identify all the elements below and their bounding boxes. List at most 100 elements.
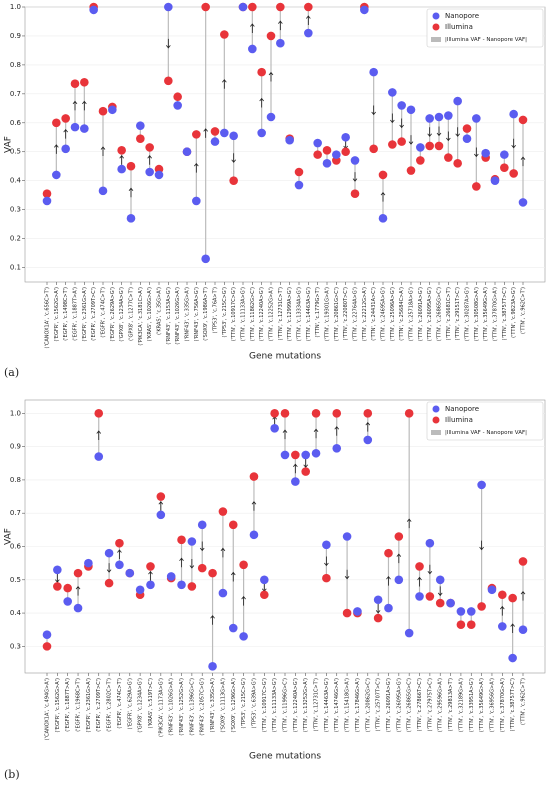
legend-marker xyxy=(432,12,440,20)
x-axis-label: Gene mutations xyxy=(249,352,321,362)
nanopore-point xyxy=(117,164,126,174)
nanopore-point xyxy=(444,111,453,120)
nanopore-point xyxy=(187,537,197,546)
nanopore-point xyxy=(249,530,259,540)
illumina-point xyxy=(53,582,62,591)
x-tick-label: ('EGFR', 'c.629A>G') xyxy=(127,678,133,729)
x-tick-label: ('TTN', 'c.26091A>G') xyxy=(418,287,424,341)
nanopore-point xyxy=(80,124,89,133)
panel-label: (a) xyxy=(4,366,19,379)
nanopore-point xyxy=(145,167,154,177)
arrow xyxy=(63,129,68,139)
nanopore-point xyxy=(369,67,378,77)
x-tick-label: ('TTN', 'c.1779G>T') xyxy=(315,287,321,338)
illumina-point xyxy=(416,156,425,165)
illumina-point xyxy=(342,608,352,618)
arrow xyxy=(203,128,208,138)
x-tick-label: ('TTN', 'c.24695A>G') xyxy=(381,287,387,341)
illumina-point xyxy=(500,163,509,172)
arrow xyxy=(55,573,60,583)
x-tick-label: ('TTN', 'c.20861G>C') xyxy=(334,287,340,341)
nanopore-point xyxy=(238,2,248,12)
x-tick-label: ('EGFR', 'c.1887T>A') xyxy=(73,287,79,341)
x-tick-label: ('TTN', 'c.25718A>G') xyxy=(409,287,415,341)
arrow xyxy=(499,605,505,616)
illumina-point xyxy=(192,130,201,139)
x-tick-label: ('TTN', 'c.32189G>A') xyxy=(458,678,464,732)
nanopore-point xyxy=(239,632,248,641)
illumina-point xyxy=(384,548,393,558)
nanopore-point xyxy=(416,143,425,152)
arrow xyxy=(344,569,350,580)
nanopore-point xyxy=(156,510,166,520)
illumina-point xyxy=(434,141,444,151)
x-tick-label: ('TTN', 'c.25707T>C') xyxy=(376,678,382,731)
illumina-point xyxy=(266,31,276,41)
x-tick-label: ('RNF43', 'c.335G>A') xyxy=(210,678,216,732)
x-tick-label: ('TP53', 'c.639A>G') xyxy=(251,678,257,728)
illumina-point xyxy=(444,153,453,162)
arrow xyxy=(390,113,395,124)
illumina-point xyxy=(228,520,238,530)
nanopore-point xyxy=(115,560,124,570)
x-tick-label: ('SOX9', 'c.1113G>A') xyxy=(220,678,226,733)
illumina-point xyxy=(201,2,210,12)
nanopore-point xyxy=(415,592,424,601)
nanopore-point xyxy=(228,623,238,633)
arrow xyxy=(520,590,526,601)
y-tick-label: 0.7 xyxy=(10,509,21,517)
x-tick-label: ('TTN', 'c.13252G>A') xyxy=(303,678,309,732)
nanopore-point xyxy=(360,5,369,15)
illumina-point xyxy=(415,562,424,571)
nanopore-point xyxy=(500,150,509,159)
arrow xyxy=(75,585,81,596)
x-tick-label: ('EGFR', 'c.1498C>T') xyxy=(63,287,69,341)
illumina-point xyxy=(145,143,154,152)
nanopore-point xyxy=(125,568,135,578)
illumina-point xyxy=(73,568,83,578)
x-axis-label: Gene mutations xyxy=(249,752,321,762)
nanopore-point xyxy=(229,131,238,141)
y-tick-label: 0.8 xyxy=(10,61,21,69)
nanopore-point xyxy=(378,214,388,223)
x-tick-label: ('EGFR', 'c.474C>T') xyxy=(101,287,107,338)
arrow xyxy=(479,540,484,551)
nanopore-point xyxy=(462,134,472,144)
arrow xyxy=(380,191,386,202)
illumina-point xyxy=(388,140,397,149)
x-tick-label: ('TTN', 'c.12731C>T') xyxy=(278,287,284,340)
x-tick-label: ('TTN', 'c.26091A>G') xyxy=(386,678,392,732)
x-tick-label: ('TTN', 'c.37870G>A') xyxy=(493,287,499,341)
y-tick-label: 1.0 xyxy=(10,3,21,11)
arrow xyxy=(220,547,226,558)
arrow xyxy=(455,127,460,137)
x-tick-label: ('TTN', 'c.962C>T') xyxy=(521,287,527,334)
nanopore-point xyxy=(322,540,331,550)
x-tick-label: ('RNF43', 'c.1153A>G') xyxy=(166,287,172,345)
legend-marker xyxy=(431,37,441,42)
x-tick-label: ('RNF43', 'c.1026G>A') xyxy=(175,287,181,345)
nanopore-point xyxy=(406,105,416,115)
y-tick-label: 0.5 xyxy=(10,576,21,584)
x-tick-label: ('EGFR', 'c.2709T>C') xyxy=(96,678,102,732)
legend-marker xyxy=(432,405,440,413)
arrow xyxy=(82,100,87,111)
arrow xyxy=(303,458,309,468)
x-tick-label: ('TTN', 'c.26681C>T') xyxy=(446,287,452,340)
arrow xyxy=(396,553,402,564)
x-tick-label: ('TTN', 'c.962C>T') xyxy=(521,678,527,725)
nanopore-point xyxy=(435,575,445,585)
arrow xyxy=(210,615,215,625)
nanopore-point xyxy=(53,565,62,575)
nanopore-point xyxy=(104,548,114,558)
x-tick-label: ('KRAS', 'c.519T>C') xyxy=(148,678,154,728)
arrow xyxy=(352,172,358,182)
illumina-point xyxy=(373,613,383,623)
x-tick-label: ('TTN', 'c.33951A>G') xyxy=(469,678,475,732)
nanopore-point xyxy=(98,186,108,196)
arrow xyxy=(72,100,78,111)
arrow xyxy=(241,595,246,606)
x-tick-label: ('TTN', 'c.12731C>T') xyxy=(314,678,320,731)
arrow xyxy=(386,575,391,586)
legend-label: |Illumina VAF - Nanopore VAF| xyxy=(445,430,527,436)
